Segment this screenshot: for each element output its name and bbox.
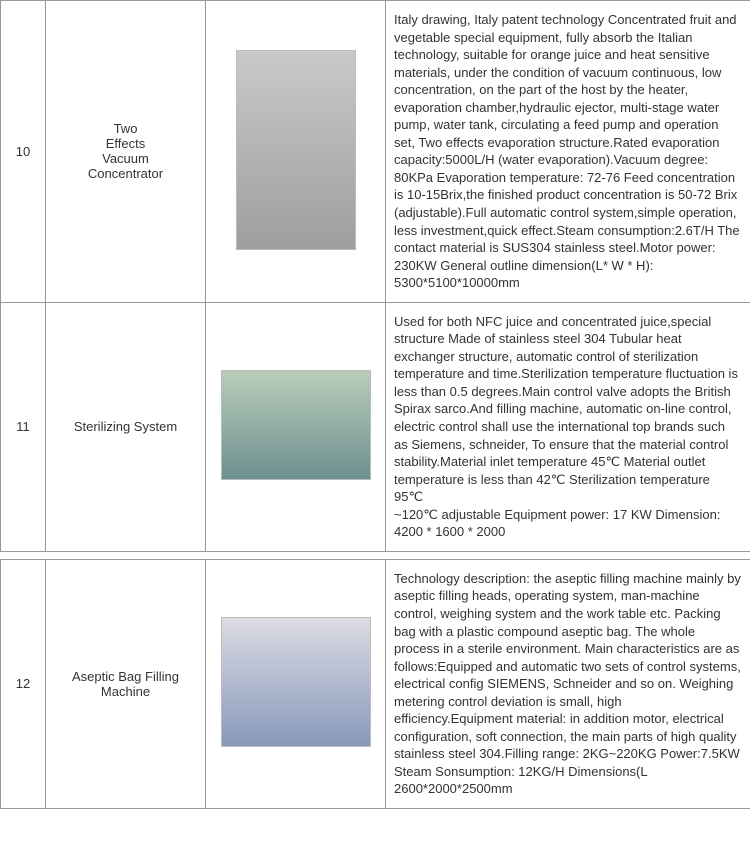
equipment-name: Aseptic Bag Filling Machine <box>46 559 206 808</box>
vacuum-concentrator-image <box>236 50 356 250</box>
equipment-image-cell <box>206 559 386 808</box>
row-number: 11 <box>1 302 46 551</box>
equipment-description: Italy drawing, Italy patent technology C… <box>386 1 750 303</box>
table-row: 10 Two Effects Vacuum Concentrator Italy… <box>1 1 750 303</box>
equipment-name: Sterilizing System <box>46 302 206 551</box>
table-row: 11 Sterilizing System Used for both NFC … <box>1 302 750 551</box>
equipment-description: Technology description: the aseptic fill… <box>386 559 750 808</box>
row-number: 10 <box>1 1 46 303</box>
sterilizing-system-image <box>221 370 371 480</box>
aseptic-filling-image <box>221 617 371 747</box>
equipment-description: Used for both NFC juice and concentrated… <box>386 302 750 551</box>
equipment-image-cell <box>206 302 386 551</box>
equipment-image-cell <box>206 1 386 303</box>
table-gap <box>1 551 750 559</box>
equipment-name: Two Effects Vacuum Concentrator <box>46 1 206 303</box>
row-number: 12 <box>1 559 46 808</box>
equipment-table: 10 Two Effects Vacuum Concentrator Italy… <box>0 0 750 809</box>
table-row: 12 Aseptic Bag Filling Machine Technolog… <box>1 559 750 808</box>
